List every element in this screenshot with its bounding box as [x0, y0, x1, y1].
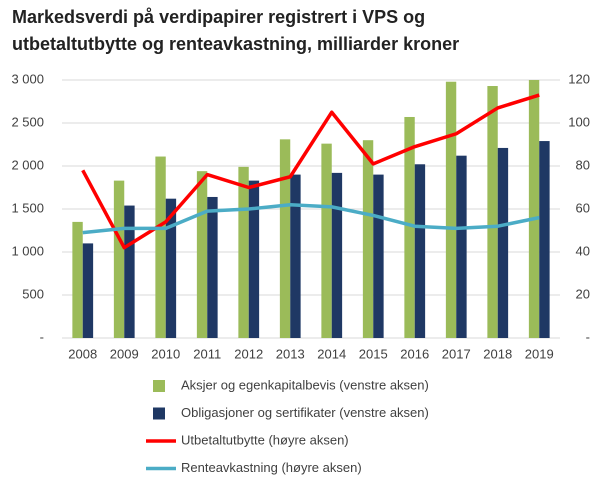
bar	[373, 174, 384, 338]
x-tick-label: 2013	[276, 346, 305, 361]
chart-title: utbetaltutbytte og renteavkastning, mill…	[12, 34, 459, 54]
y2-tick-label: 120	[568, 71, 590, 86]
bar	[72, 221, 83, 338]
y-tick-label: 2 000	[11, 157, 44, 172]
y-tick-label: 2 500	[11, 114, 44, 129]
x-tick-label: 2011	[193, 346, 221, 361]
legend-label: Utbetaltutbytte (høyre aksen)	[181, 432, 349, 447]
y2-tick-label: 80	[576, 157, 590, 172]
x-tick-label: 2017	[442, 346, 471, 361]
y-tick-label: 1 000	[11, 243, 44, 258]
bar	[124, 205, 135, 338]
bar	[279, 139, 291, 338]
bar	[362, 140, 374, 338]
x-tick-label: 2018	[483, 346, 512, 361]
bar	[321, 143, 332, 338]
y-tick-label: 1 500	[11, 200, 44, 215]
bar	[290, 174, 301, 338]
bar	[196, 171, 208, 338]
bar	[165, 198, 177, 338]
bar	[238, 166, 249, 338]
bar	[414, 164, 426, 338]
y-tick-label: -	[40, 329, 44, 344]
x-tick-label: 2010	[151, 346, 180, 361]
bar	[207, 196, 218, 338]
legend-label: Aksjer og egenkapitalbevis (venstre akse…	[181, 377, 429, 392]
chart-title: Markedsverdi på verdipapirer registrert …	[12, 7, 425, 27]
x-tick-label: 2019	[525, 346, 554, 361]
y-tick-label: 500	[22, 286, 44, 301]
bar	[404, 116, 415, 338]
bar	[539, 141, 550, 338]
bar	[456, 155, 467, 338]
x-tick-label: 2012	[234, 346, 263, 361]
bar	[497, 147, 509, 338]
y2-tick-label: 40	[576, 243, 590, 258]
bar	[331, 172, 343, 338]
x-tick-label: 2014	[317, 346, 346, 361]
legend-swatch	[153, 407, 165, 420]
legend-label: Obligasjoner og sertifikater (venstre ak…	[181, 405, 429, 420]
x-tick-label: 2008	[68, 346, 97, 361]
bar	[82, 243, 94, 338]
line	[81, 93, 540, 250]
x-tick-label: 2015	[359, 346, 388, 361]
x-tick-label: 2016	[400, 346, 429, 361]
y-tick-label: 3 000	[11, 71, 44, 86]
bar	[113, 180, 125, 338]
y2-tick-label: 100	[568, 114, 590, 129]
bar	[248, 180, 260, 338]
bar	[445, 81, 457, 338]
x-tick-label: 2009	[110, 346, 139, 361]
bar	[528, 80, 540, 338]
legend-label: Renteavkastning (høyre aksen)	[181, 460, 362, 475]
bar	[487, 86, 498, 339]
bar	[155, 156, 166, 338]
y2-tick-label: 60	[576, 200, 590, 215]
y2-tick-label: 20	[576, 286, 590, 301]
line	[82, 202, 540, 235]
legend-swatch	[153, 380, 165, 392]
y2-tick-label: -	[586, 329, 590, 344]
